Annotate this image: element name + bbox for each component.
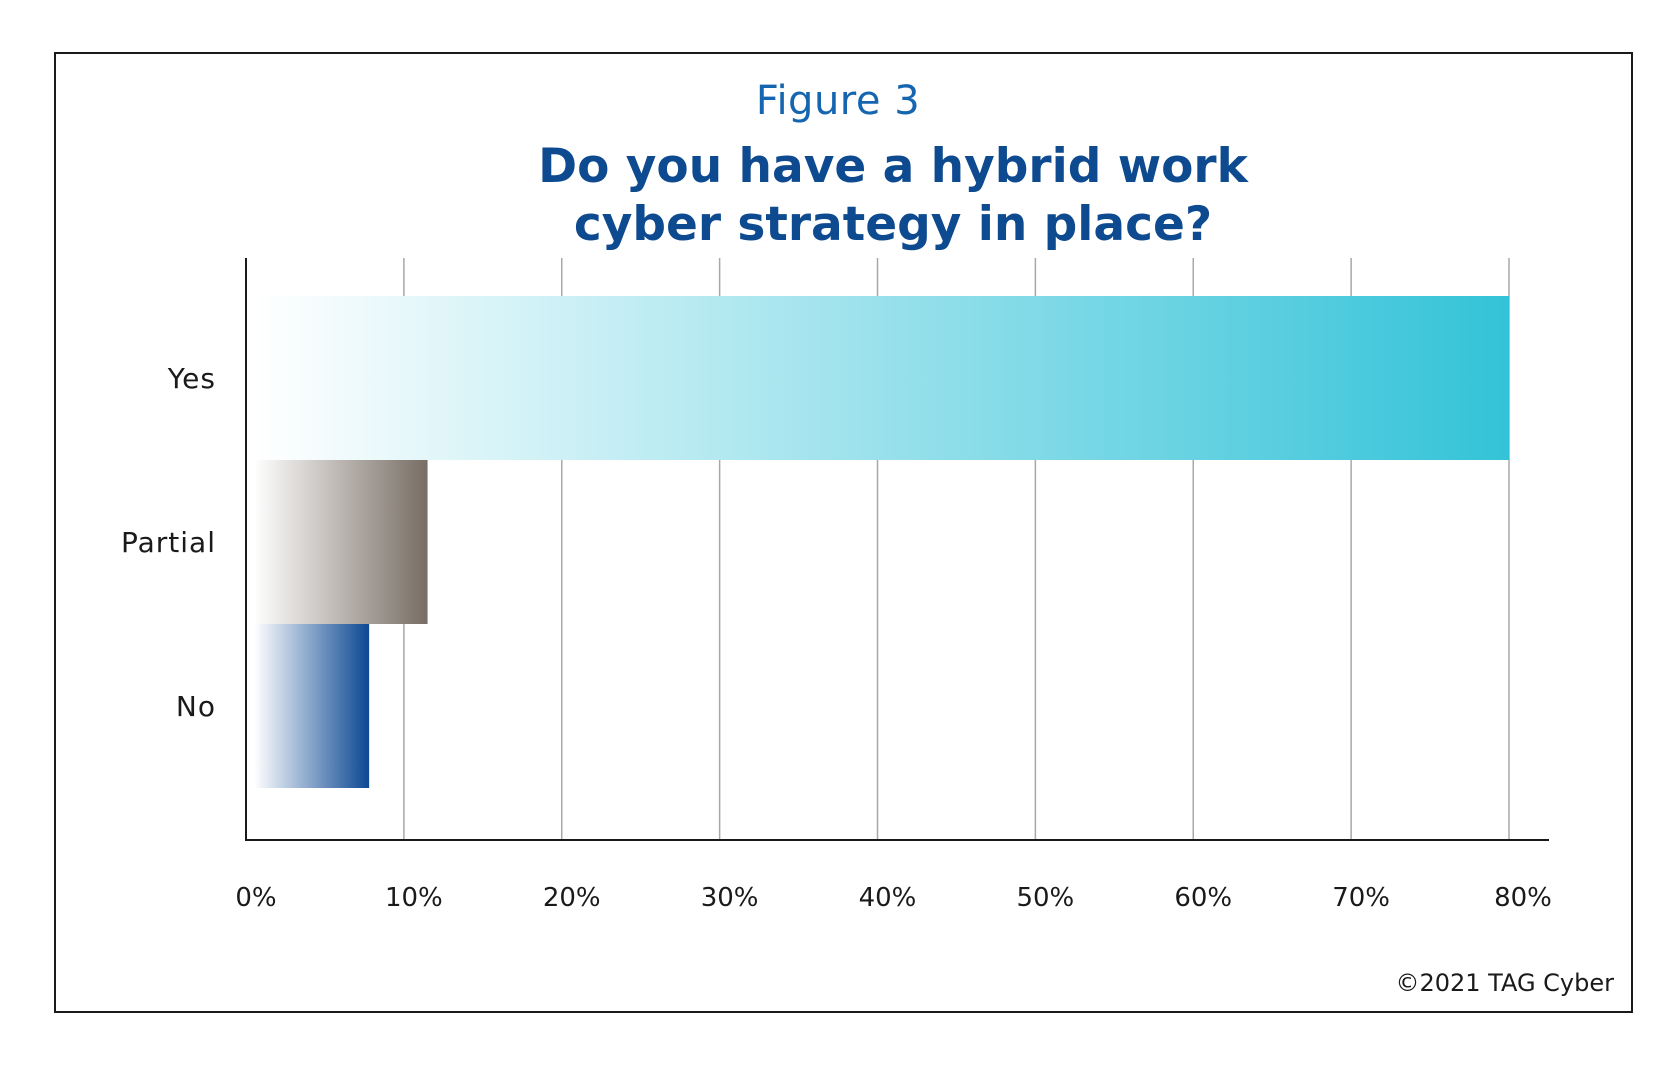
chart-title: Do you have a hybrid work cyber strategy…: [0, 138, 1676, 254]
bar-yes: [254, 296, 1509, 460]
chart-title-line-1: Do you have a hybrid work: [538, 139, 1248, 194]
bar-partial: [254, 460, 428, 624]
x-tick-label-20: 20%: [543, 883, 601, 913]
x-tick-label-80: 80%: [1494, 883, 1552, 913]
bars: [254, 296, 1509, 788]
x-tick-label-10: 10%: [385, 883, 443, 913]
copyright-notice: ©2021 TAG Cyber: [1395, 969, 1614, 997]
labels: Yes Partial No 0% 10% 20% 30% 40% 50% 60% 70% 80%: [121, 362, 1552, 913]
chart-title-line-2: cyber strategy in place?: [573, 197, 1213, 252]
category-label-partial: Partial: [121, 526, 216, 559]
figure-label: Figure 3: [755, 78, 921, 124]
category-label-no: No: [176, 690, 216, 723]
category-label-yes: Yes: [167, 362, 216, 395]
x-tick-label-40: 40%: [859, 883, 917, 913]
axes: [245, 258, 1549, 841]
x-tick-label-30: 30%: [701, 883, 759, 913]
x-tick-label-70: 70%: [1332, 883, 1390, 913]
x-tick-label-50: 50%: [1016, 883, 1074, 913]
bar-no: [254, 624, 370, 788]
x-tick-label-60: 60%: [1174, 883, 1232, 913]
x-tick-label-0: 0%: [235, 883, 276, 913]
